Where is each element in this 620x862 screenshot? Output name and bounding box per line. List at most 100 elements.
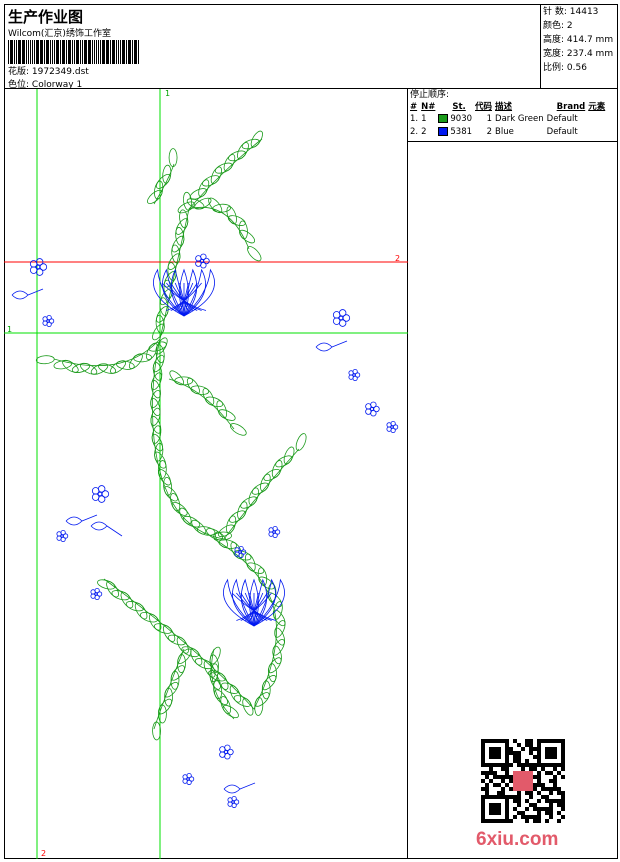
qr-module [545, 755, 549, 759]
qr-module [497, 739, 501, 743]
leaf-loop [154, 451, 167, 469]
qr-module [509, 795, 513, 799]
qr-module [541, 807, 545, 811]
leaf-loop [106, 580, 119, 598]
qr-module [549, 751, 553, 755]
qr-module [541, 787, 545, 791]
qr-module [501, 763, 505, 767]
qr-module [505, 799, 509, 803]
qr-module [489, 771, 493, 775]
qr-module [497, 819, 501, 823]
qr-module [493, 751, 497, 755]
qr-module [525, 799, 529, 803]
leaf-loop [147, 189, 163, 204]
qr-module [489, 755, 493, 759]
qr-module [505, 819, 509, 823]
qr-module [537, 807, 541, 811]
qr-module [517, 763, 521, 767]
qr-module [513, 759, 517, 763]
qr-module [545, 819, 549, 823]
flower-center [97, 491, 103, 497]
qr-module [545, 787, 549, 791]
leaf-loop [229, 685, 242, 703]
qr-module [533, 763, 537, 767]
lotus-fill [166, 282, 202, 311]
leaf-loop [153, 180, 164, 200]
leaf-loop [268, 663, 277, 683]
qr-module [533, 819, 537, 823]
leaf-loop [90, 363, 109, 375]
qr-module [545, 751, 549, 755]
qr-module [529, 791, 533, 795]
leaf-loop [206, 528, 224, 541]
stitch-count: 针 数: 14413 [543, 7, 599, 17]
qr-module [529, 803, 533, 807]
leaf-loop [177, 201, 195, 214]
leaf-loop [162, 164, 172, 184]
flower-center [272, 530, 276, 534]
qr-module [549, 815, 553, 819]
qr-module [481, 771, 485, 775]
leaf-loop [177, 648, 192, 664]
colorway-value: Colorway 1 [31, 80, 83, 90]
flower-center [46, 319, 50, 323]
qr-module [489, 811, 493, 815]
leaf-loop [209, 646, 221, 665]
qr-module [549, 803, 553, 807]
leaf-loop [158, 469, 172, 486]
leaf-loop [157, 460, 167, 479]
qr-module [557, 739, 561, 743]
leaf-loop [163, 476, 173, 496]
leaf-loop [242, 698, 254, 716]
qr-module [505, 803, 509, 807]
flower-center [60, 534, 64, 538]
qr-module [485, 763, 489, 767]
leaf-loop [152, 721, 161, 741]
bud-stem [106, 525, 123, 537]
qr-module [497, 803, 501, 807]
qr-module [537, 743, 541, 747]
qr-module [501, 787, 505, 791]
leaf-loop [205, 396, 224, 408]
leaf-loop [209, 654, 219, 674]
qr-module [533, 775, 537, 779]
qr-module [553, 783, 557, 787]
qr-module [509, 747, 513, 751]
qr-module [505, 767, 509, 771]
qr-module [509, 751, 513, 755]
leaf-loop [254, 692, 270, 707]
divider [408, 141, 618, 142]
leaf-loop [179, 209, 189, 229]
qr-module [501, 767, 505, 771]
leaf-loop [110, 360, 126, 374]
qr-module [481, 779, 485, 783]
qr-module [517, 751, 521, 755]
qr-module [517, 811, 521, 815]
leaf-loop [214, 162, 233, 174]
qr-module [537, 771, 541, 775]
qr-module [509, 819, 513, 823]
leaf-loop [170, 493, 181, 512]
qr-module [521, 763, 525, 767]
leaf-loop [151, 380, 161, 399]
qr-module [493, 795, 497, 799]
flower-petal [60, 529, 66, 536]
leaf-loop [261, 680, 271, 700]
leaf-loop [295, 433, 307, 451]
flower-petal [231, 795, 237, 802]
leaf-loop [163, 486, 179, 502]
leaf-loop [158, 704, 167, 724]
qr-module [501, 819, 505, 823]
leaf-loop [175, 218, 189, 235]
leaf-loop [210, 166, 222, 185]
leaf-loop [150, 407, 161, 426]
qr-module [505, 815, 509, 819]
leaf-loop [177, 654, 186, 673]
leaf-loop [186, 377, 200, 395]
design-info: 针 数: 14413 颜色: 2 高度: 414.7 mm 宽度: 237.4 … [540, 4, 618, 89]
leaf-loop [217, 524, 235, 538]
qr-module [533, 755, 537, 759]
lotus-petal [253, 578, 276, 627]
qr-module [537, 815, 541, 819]
qr-module [493, 811, 497, 815]
